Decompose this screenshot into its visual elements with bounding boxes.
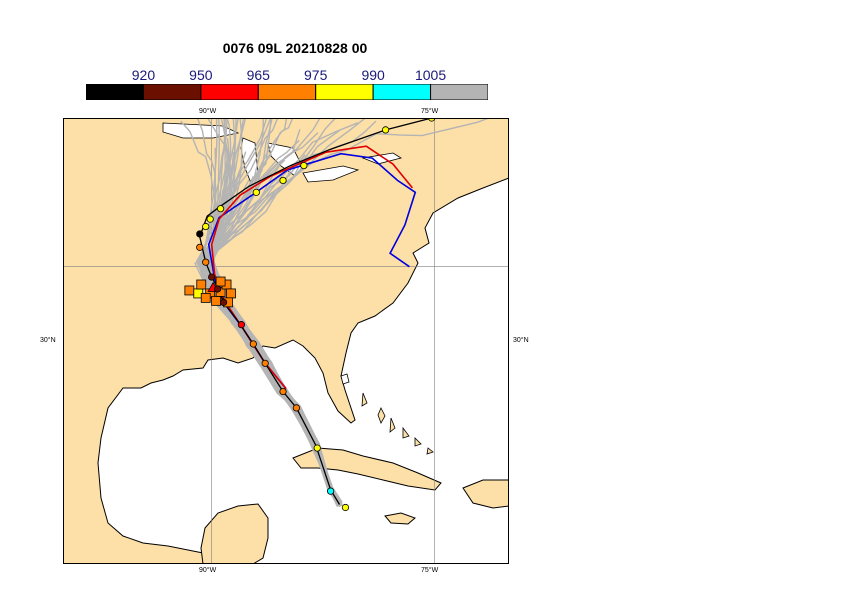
lat-label-left-30n: 30°N [40, 337, 56, 344]
lon-label-top-75w: 75°W [421, 108, 439, 115]
lon-label-top-90w: 90°W [199, 108, 217, 115]
lon-label-bottom-90w: 90°W [199, 567, 217, 574]
colorbar-segment [200, 84, 259, 100]
pressure-colorbar [86, 84, 488, 100]
track-map [63, 12, 549, 564]
track-position-marker [313, 444, 321, 452]
track-position-marker [202, 258, 210, 266]
track-position-marker [341, 503, 350, 512]
track-position-marker [252, 188, 260, 196]
ensemble-position-square [211, 295, 222, 306]
track-position-marker [279, 176, 287, 185]
map-frame [63, 118, 509, 564]
colorbar-segment [257, 84, 317, 100]
colorbar-label: 1005 [414, 67, 447, 83]
colorbar-label: 990 [361, 67, 385, 83]
ensemble-position-square [184, 285, 195, 296]
colorbar-segment [315, 84, 374, 100]
colorbar-label: 920 [131, 67, 156, 83]
track-position-marker [216, 205, 225, 213]
hispaniola [462, 479, 509, 509]
lon-label-bottom-75w: 75°W [421, 567, 439, 574]
track-position-marker [219, 298, 228, 306]
track-markers [184, 109, 479, 512]
track-position-marker [261, 359, 269, 367]
track-position-marker [382, 126, 390, 134]
colorbar-segment [430, 84, 488, 100]
colorbar-segment [86, 84, 144, 100]
ensemble-position-square [215, 276, 226, 287]
ensemble-position-square [196, 279, 207, 290]
lat-label-right-30n: 30°N [513, 337, 529, 344]
colorbar-label: 965 [246, 67, 270, 83]
map-panel: 90°W 75°W 90°W 75°W 30°N 30°N [40, 12, 549, 574]
colorbar-label: 950 [189, 67, 213, 83]
track-position-marker [196, 230, 204, 238]
track-position-marker [206, 215, 214, 223]
colorbar-label: 975 [304, 67, 328, 83]
track-position-marker [214, 285, 222, 293]
ensemble-track [196, 103, 338, 503]
track-position-marker [292, 404, 301, 412]
graticule [63, 118, 509, 564]
colorbar-segment [142, 84, 202, 100]
track-position-marker [202, 222, 210, 231]
track-position-marker [249, 340, 257, 348]
ensemble-position-square [200, 292, 211, 303]
jamaica [384, 512, 416, 525]
ensemble-position-square [226, 288, 236, 299]
track-position-marker [208, 273, 216, 281]
yucatan-peninsula [200, 503, 269, 564]
track-position-marker [279, 387, 287, 396]
lake-okeechobee [340, 373, 350, 385]
track-position-marker [326, 487, 335, 495]
bahamas [361, 392, 434, 455]
map-title: 0076 09L 20210828 00 [222, 40, 368, 56]
track-position-marker [196, 243, 204, 251]
track-position-marker [300, 161, 308, 170]
track-position-marker [237, 321, 245, 329]
ensemble-track [200, 100, 529, 506]
colorbar-segment [372, 84, 432, 100]
north-america-land [63, 118, 509, 564]
